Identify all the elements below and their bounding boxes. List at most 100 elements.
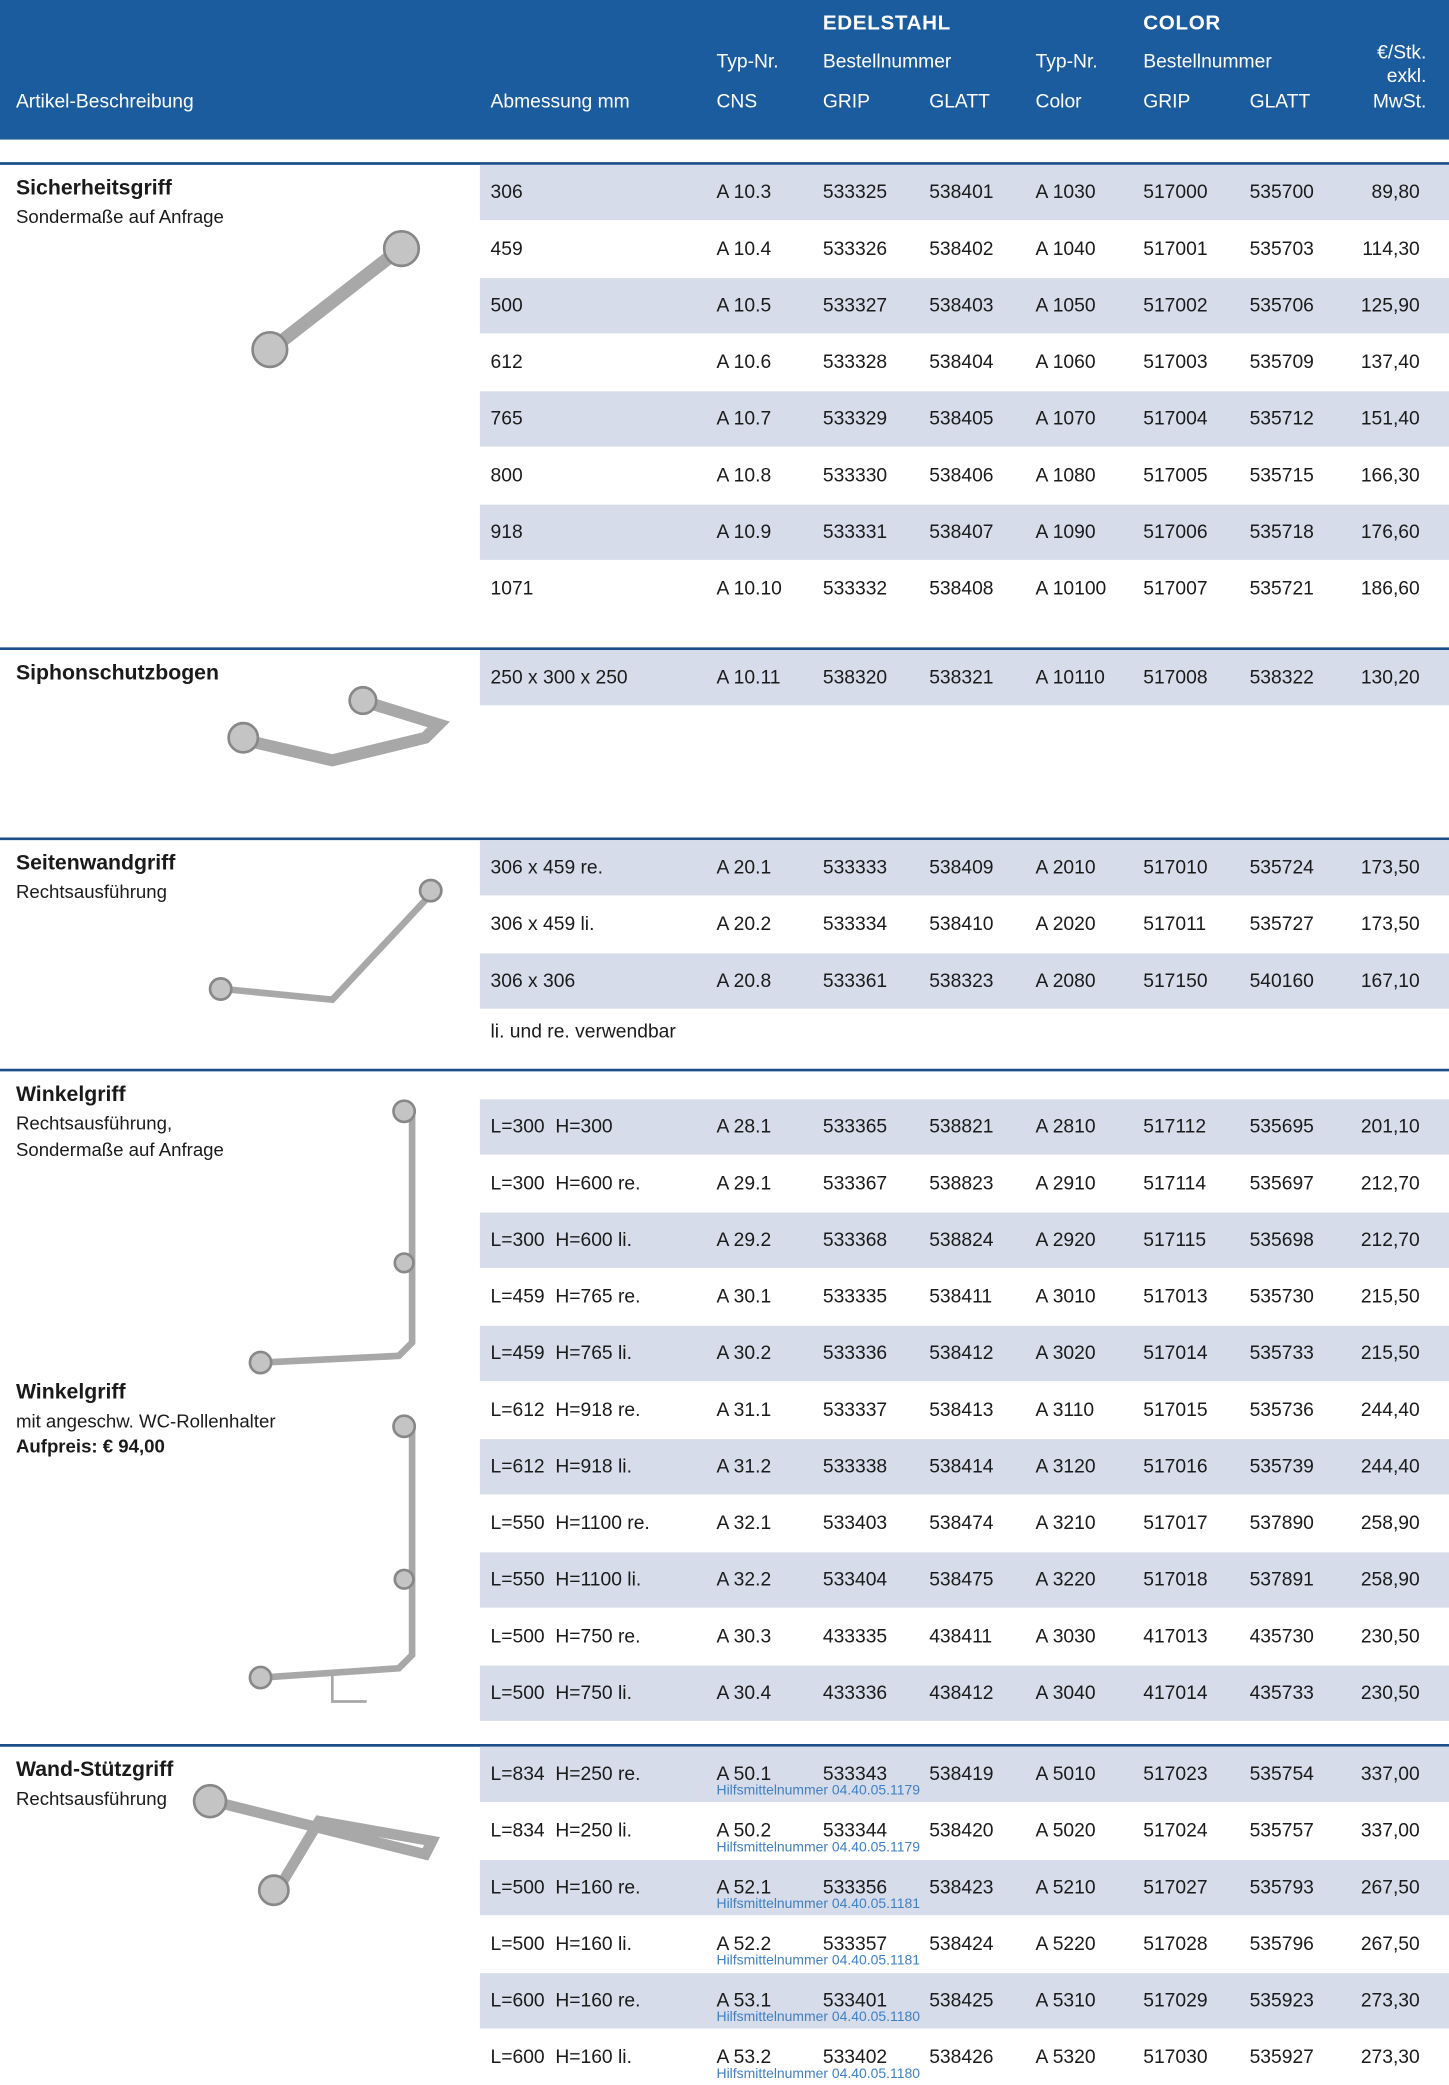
- table-cell: 535712: [1250, 409, 1314, 430]
- table-cell: A 10.4: [717, 239, 772, 260]
- table-cell: 533327: [823, 295, 887, 316]
- image-wand-stuetzgriff: [192, 1783, 440, 1907]
- row-stripe: [479, 164, 1449, 221]
- table-cell: 517114: [1143, 1173, 1206, 1194]
- row-stripe: [479, 1099, 1449, 1155]
- table-cell: 538420: [929, 1821, 993, 1842]
- row-stripe: [479, 840, 1449, 896]
- surcharge: Aufpreis: € 94,00: [16, 1436, 165, 1457]
- table-cell: 538320: [823, 667, 887, 688]
- product-images: [192, 229, 450, 1907]
- image-sicherheitsgriff: [251, 229, 421, 369]
- section-subtitle: Sondermaße auf Anfrage: [16, 1139, 224, 1160]
- table-cell: 538823: [929, 1173, 993, 1194]
- price-cell: 273,30: [1361, 1991, 1420, 2012]
- table-cell: 535736: [1250, 1400, 1314, 1421]
- table-cell: A 1030: [1036, 182, 1096, 203]
- table-cell: A 2080: [1036, 971, 1096, 992]
- table-cell: L=500 H=750 re.: [491, 1626, 641, 1647]
- table-cell: A 53.2: [717, 2047, 772, 2068]
- table-cell: 537890: [1250, 1513, 1314, 1534]
- table-cell: A 32.2: [717, 1570, 772, 1591]
- table-cell: A 10.8: [717, 465, 772, 486]
- table-cell: 538323: [929, 971, 993, 992]
- table-cell: 433335: [823, 1626, 887, 1647]
- table-cell: A 30.1: [717, 1287, 772, 1308]
- table-cell: L=459 H=765 li.: [491, 1343, 632, 1364]
- table-cell: A 3020: [1036, 1343, 1096, 1364]
- table-cell: L=500 H=750 li.: [491, 1683, 632, 1704]
- table-cell: L=600 H=160 re.: [491, 1991, 641, 2012]
- table-cell: A 5310: [1036, 1991, 1096, 2012]
- table-cell: 517017: [1143, 1513, 1207, 1534]
- table-cell: A 53.1: [717, 1991, 772, 2012]
- image-seitenwandgriff: [208, 878, 443, 1004]
- header-label: GLATT: [1250, 91, 1311, 112]
- section-title: Wand-Stützgriff: [16, 1757, 174, 1781]
- table-cell: 535721: [1250, 579, 1314, 600]
- table-cell: 535718: [1250, 522, 1314, 543]
- price-cell: 258,90: [1361, 1513, 1420, 1534]
- table-cell: 537891: [1250, 1570, 1314, 1591]
- header-label: Typ-Nr.: [717, 52, 779, 73]
- table-cell: 538474: [929, 1513, 994, 1534]
- table-cell: 417013: [1143, 1626, 1207, 1647]
- table-cell: A 1060: [1036, 352, 1096, 373]
- price-cell: 337,00: [1361, 1821, 1420, 1842]
- table-cell: 517024: [1143, 1821, 1208, 1842]
- table-cell: A 5320: [1036, 2047, 1096, 2068]
- table-cell: 517001: [1143, 239, 1207, 260]
- table-cell: 517002: [1143, 295, 1207, 316]
- image-siphonschutzbogen: [227, 685, 450, 767]
- table-cell: 459: [491, 239, 523, 260]
- table-cell: 433336: [823, 1683, 887, 1704]
- table-cell: L=300 H=600 li.: [491, 1230, 632, 1251]
- row-stripe: [479, 1746, 1449, 1802]
- price-cell: 125,90: [1361, 295, 1420, 316]
- price-cell: 176,60: [1361, 522, 1420, 543]
- table-cell: 517150: [1143, 971, 1207, 992]
- aid-number: Hilfsmittelnummer 04.40.05.1181: [717, 1895, 921, 1911]
- table-cell: L=834 H=250 li.: [491, 1821, 632, 1842]
- header-group: EDELSTAHL: [823, 11, 951, 34]
- price-cell: 137,40: [1361, 352, 1420, 373]
- table-cell: 535733: [1250, 1343, 1314, 1364]
- table-cell: L=459 H=765 re.: [491, 1287, 641, 1308]
- table-cell: 517028: [1143, 1934, 1207, 1955]
- row-stripe: [479, 391, 1449, 447]
- header-label: Abmessung mm: [491, 91, 630, 112]
- table-cell: 533402: [823, 2047, 887, 2068]
- table-cell: 538322: [1250, 667, 1314, 688]
- table-cell: L=500 H=160 li.: [491, 1934, 632, 1955]
- table-cell: 517013: [1143, 1287, 1207, 1308]
- table-cell: 517011: [1143, 914, 1206, 935]
- table-cell: 800: [491, 465, 523, 486]
- table-cell: 538407: [929, 522, 993, 543]
- table-cell: A 2920: [1036, 1230, 1096, 1251]
- table-cell: A 10.11: [717, 667, 781, 688]
- aid-number: Hilfsmittelnummer 04.40.05.1181: [717, 1952, 921, 1968]
- table-cell: A 50.2: [717, 1821, 772, 1842]
- table-cell: 435733: [1250, 1683, 1314, 1704]
- table-cell: 535739: [1250, 1457, 1314, 1478]
- table-cell: 533332: [823, 579, 887, 600]
- header-label: €/Stk.: [1377, 42, 1426, 63]
- table-cell: 533333: [823, 858, 887, 879]
- price-cell: 273,30: [1361, 2047, 1420, 2068]
- table-cell: A 3120: [1036, 1457, 1096, 1478]
- price-cell: 166,30: [1361, 465, 1420, 486]
- table-cell: L=612 H=918 re.: [491, 1400, 641, 1421]
- table-cell: A 20.2: [717, 914, 772, 935]
- aid-number: Hilfsmittelnummer 04.40.05.1179: [717, 1838, 921, 1854]
- table-cell: A 10.7: [717, 409, 772, 430]
- table-cell: 535709: [1250, 352, 1314, 373]
- section-note: li. und re. verwendbar: [491, 1022, 677, 1043]
- table-cell: 533401: [823, 1991, 887, 2012]
- table-cell: 306 x 459 re.: [491, 858, 603, 879]
- table-cell: 306: [491, 182, 523, 203]
- row-stripe: [479, 1212, 1449, 1268]
- header-label: Bestellnummer: [1143, 52, 1272, 73]
- table-cell: L=612 H=918 li.: [491, 1457, 632, 1478]
- table-cell: A 3110: [1036, 1400, 1095, 1421]
- price-cell: 215,50: [1361, 1287, 1420, 1308]
